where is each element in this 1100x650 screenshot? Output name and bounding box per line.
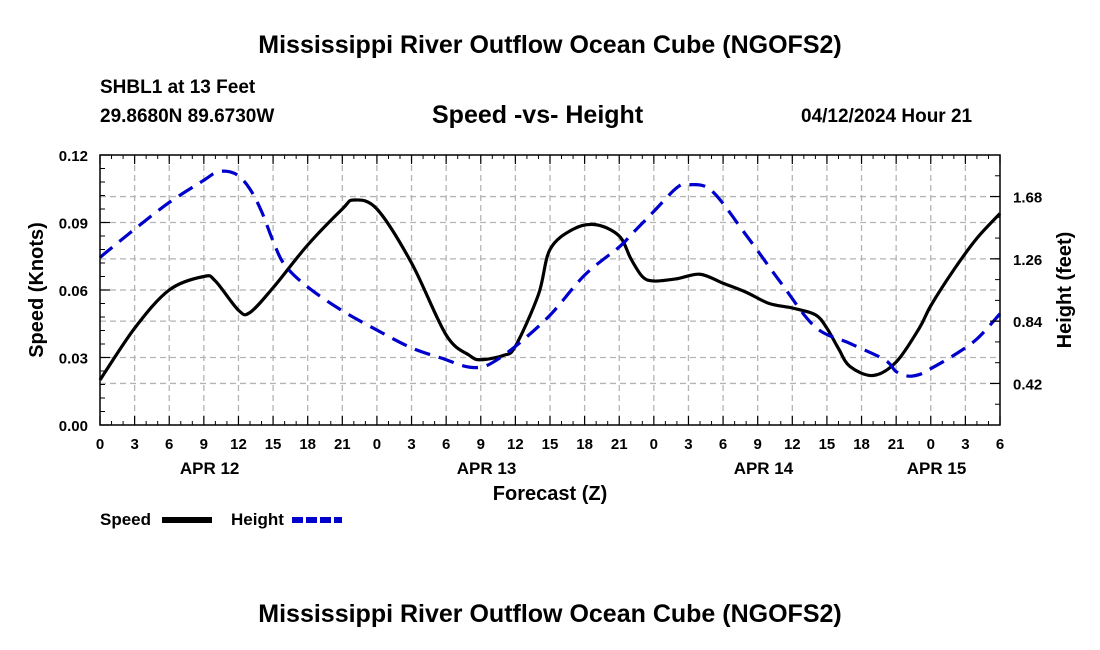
x-tick-label: 15	[819, 436, 836, 453]
legend: Speed Height	[100, 510, 342, 529]
x-tick-label: 3	[684, 436, 692, 453]
speed-series-line	[98, 198, 1002, 381]
x-tick-label: 12	[230, 436, 247, 453]
station-label: SHBL1 at 13 Feet	[100, 77, 256, 98]
x-tick-label: 18	[576, 436, 593, 453]
y2-tick-label: 0.84	[1013, 314, 1043, 331]
x-tick-label: 6	[165, 436, 173, 453]
series-lines	[98, 169, 1002, 381]
x-tick-label: 6	[442, 436, 450, 453]
x-tick-label: 21	[611, 436, 628, 453]
x-tick-label: 0	[650, 436, 658, 453]
x-tick-label: 9	[754, 436, 762, 453]
x-tick-label: 18	[853, 436, 870, 453]
grid-lines	[100, 155, 1000, 425]
x-tick-label: 3	[961, 436, 969, 453]
x-tick-label: 12	[507, 436, 524, 453]
date-label: APR 15	[907, 459, 967, 478]
speed-legend-label: Speed	[100, 510, 151, 529]
x-tick-label: 0	[96, 436, 104, 453]
y2-axis-title: Height (feet)	[1054, 232, 1076, 349]
x-tick-label: 18	[299, 436, 316, 453]
x-axis-title: Forecast (Z)	[493, 483, 607, 505]
y-tick-label: 0.12	[59, 148, 88, 165]
axes: 0 3 6 9 12 15 18 21 0 3 6 9 12 15 18 21 0 3 6 9 12 15 18 21 0 3 6 0…	[26, 148, 1076, 505]
x-tick-label: 12	[784, 436, 801, 453]
x-tick-label: 15	[542, 436, 559, 453]
chart-subtitle: Speed -vs- Height	[432, 101, 644, 129]
x-tick-label: 21	[334, 436, 351, 453]
date-label: APR 13	[457, 459, 517, 478]
x-tick-label: 0	[373, 436, 381, 453]
y-tick-label: 0.06	[59, 283, 88, 300]
date-label: APR 12	[180, 459, 240, 478]
date-label: APR 14	[734, 459, 794, 478]
x-tick-label: 6	[719, 436, 727, 453]
y-axis-title: Speed (Knots)	[26, 222, 48, 358]
height-series-line	[98, 169, 1002, 378]
x-tick-label: 9	[200, 436, 208, 453]
x-tick-label: 21	[888, 436, 905, 453]
chart-title: Mississippi River Outflow Ocean Cube (NG…	[258, 31, 842, 59]
station-coordinates: 29.8680N 89.6730W	[100, 106, 275, 127]
y2-tick-label: 1.26	[1013, 252, 1042, 269]
y-tick-label: 0.03	[59, 351, 88, 368]
y-tick-label: 0.00	[59, 418, 88, 435]
x-tick-label: 15	[265, 436, 282, 453]
footer-title: Mississippi River Outflow Ocean Cube (NG…	[258, 600, 842, 628]
x-tick-label: 6	[996, 436, 1004, 453]
y2-tick-label: 0.42	[1013, 376, 1042, 393]
forecast-datetime: 04/12/2024 Hour 21	[801, 106, 973, 127]
y2-tick-label: 1.68	[1013, 190, 1042, 207]
x-tick-label: 9	[477, 436, 485, 453]
x-tick-label: 3	[407, 436, 415, 453]
y-tick-label: 0.09	[59, 216, 88, 233]
height-legend-label: Height	[231, 510, 284, 529]
x-tick-label: 3	[130, 436, 138, 453]
x-tick-label: 0	[927, 436, 935, 453]
